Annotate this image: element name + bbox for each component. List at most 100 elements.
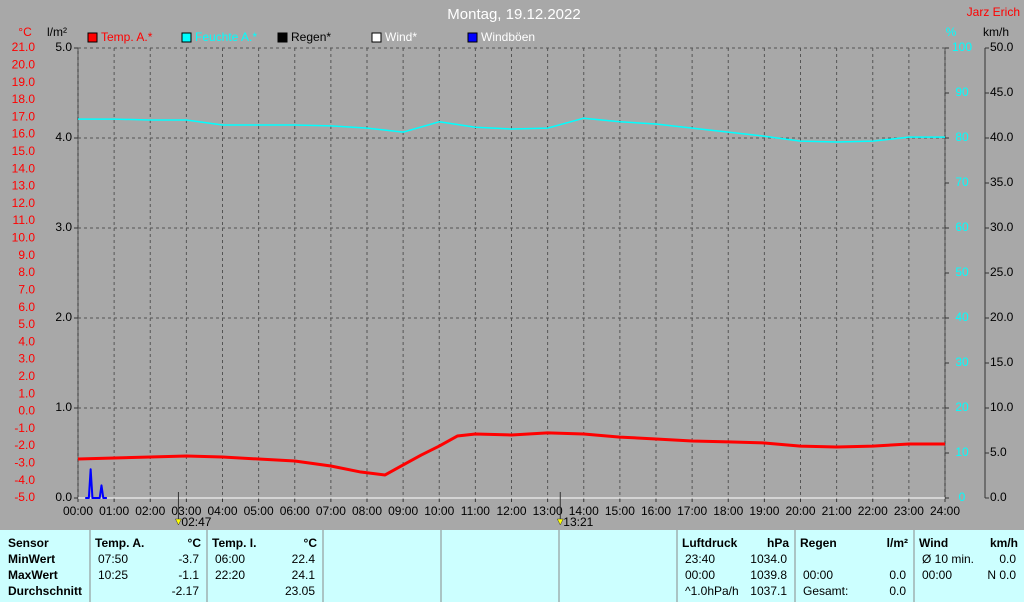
y-tick-label: 16.0	[12, 127, 36, 141]
x-tick-label: 02:00	[135, 504, 165, 518]
table-unit: hPa	[767, 536, 789, 550]
y2-tick-label: 30	[955, 355, 969, 369]
x-tick-label: 00:00	[63, 504, 93, 518]
x-tick-label: 24:00	[930, 504, 960, 518]
y2-tick-label: 80	[955, 130, 969, 144]
x-tick-label: 03:00	[171, 504, 201, 518]
y4-tick-label: 10.0	[990, 400, 1014, 414]
y-tick-label: 3.0	[18, 352, 35, 366]
y-tick-label: 0.0	[18, 404, 35, 418]
legend-label: Feuchte A.*	[195, 30, 257, 44]
table-value: 1034.0	[750, 552, 787, 566]
x-tick-label: 13:00	[533, 504, 563, 518]
table-value: 22.4	[292, 552, 316, 566]
y-tick-label: -2.0	[14, 438, 35, 452]
y2-tick-label: 90	[955, 85, 969, 99]
y3-tick-label: 1.0	[55, 400, 72, 414]
y3-tick-label: 5.0	[55, 40, 72, 54]
y2-tick-label: 40	[955, 310, 969, 324]
marker-arrow	[175, 518, 182, 526]
legend-swatch	[181, 32, 192, 43]
x-tick-label: 08:00	[352, 504, 382, 518]
author: Jarz Erich	[967, 5, 1020, 19]
y3-tick-label: 2.0	[55, 310, 72, 324]
y-tick-label: -5.0	[14, 490, 35, 504]
y-tick-label: 19.0	[12, 75, 36, 89]
y2-tick-label: 70	[955, 175, 969, 189]
chart-title: Montag, 19.12.2022	[447, 6, 580, 23]
x-tick-label: 05:00	[244, 504, 274, 518]
table-header: Sensor	[8, 536, 49, 550]
marker-label: 02:47	[181, 515, 211, 529]
table-value: 0.0	[889, 568, 906, 582]
y4-tick-label: 30.0	[990, 220, 1014, 234]
y-tick-label: 2.0	[18, 369, 35, 383]
y-tick-label: 1.0	[18, 386, 35, 400]
table-value: -1.1	[178, 568, 199, 582]
y3-tick-label: 3.0	[55, 220, 72, 234]
y4-tick-label: 45.0	[990, 85, 1014, 99]
table-value: 0.0	[889, 584, 906, 598]
row-label: MaxWert	[8, 568, 58, 582]
x-tick-label: 11:00	[461, 504, 490, 518]
table-unit: km/h	[990, 536, 1018, 550]
y-tick-label: 10.0	[12, 231, 36, 245]
y4-axis-unit: km/h	[983, 25, 1009, 39]
marker-label: 13:21	[563, 515, 593, 529]
row-label: MinWert	[8, 552, 55, 566]
table-bg	[0, 530, 1024, 602]
legend-swatch	[371, 32, 382, 43]
table-time: 06:00	[215, 552, 245, 566]
y-tick-label: -3.0	[14, 456, 35, 470]
y-tick-label: -1.0	[14, 421, 35, 435]
table-value: 0.0	[999, 552, 1016, 566]
y-tick-label: 11.0	[13, 213, 36, 227]
x-tick-label: 18:00	[713, 504, 743, 518]
y2-tick-label: 20	[955, 400, 969, 414]
y-tick-label: 12.0	[12, 196, 36, 210]
table-header: Wind	[919, 536, 948, 550]
table-value: 24.1	[292, 568, 316, 582]
table-time: 07:50	[98, 552, 128, 566]
y-tick-label: 17.0	[12, 109, 36, 123]
y4-tick-label: 20.0	[990, 310, 1014, 324]
series-line	[85, 468, 107, 499]
y4-tick-label: 50.0	[990, 40, 1014, 54]
table-value: 1037.1	[750, 584, 787, 598]
x-tick-label: 14:00	[569, 504, 599, 518]
y-tick-label: 8.0	[18, 265, 35, 279]
y-tick-label: 21.0	[12, 40, 36, 54]
table-header: Luftdruck	[682, 536, 738, 550]
table-time: 00:00	[803, 568, 833, 582]
x-tick-label: 23:00	[894, 504, 924, 518]
y2-tick-label: 10	[955, 445, 969, 459]
y-tick-label: 14.0	[12, 161, 36, 175]
y-tick-label: 5.0	[18, 317, 35, 331]
y-tick-label: -4.0	[14, 473, 35, 487]
y2-tick-label: 0	[959, 490, 966, 504]
table-value: -3.7	[178, 552, 199, 566]
y4-tick-label: 40.0	[990, 130, 1014, 144]
table-time: 22:20	[215, 568, 245, 582]
y-tick-label: 6.0	[18, 300, 35, 314]
summary-table: Sensor MinWert MaxWert Durchschnitt Temp. A.…	[0, 530, 1024, 602]
series-line	[77, 431, 945, 477]
row-label: Durchschnitt	[8, 584, 82, 598]
table-time: 10:25	[98, 568, 128, 582]
y-tick-label: 9.0	[18, 248, 35, 262]
y2-tick-label: 100	[952, 40, 972, 54]
series-line	[78, 117, 945, 143]
table-value: -2.17	[172, 584, 200, 598]
y4-tick-label: 0.0	[990, 490, 1007, 504]
y2-tick-label: 60	[955, 220, 969, 234]
y3-tick-label: 4.0	[55, 130, 72, 144]
table-time: 23:40	[685, 552, 715, 566]
y-tick-label: 15.0	[12, 144, 36, 158]
x-tick-label: 15:00	[605, 504, 635, 518]
x-tick-label: 12:00	[496, 504, 526, 518]
y2-tick-label: 50	[955, 265, 969, 279]
x-tick-label: 07:00	[316, 504, 346, 518]
legend-swatch	[277, 32, 288, 43]
x-tick-label: 19:00	[749, 504, 779, 518]
